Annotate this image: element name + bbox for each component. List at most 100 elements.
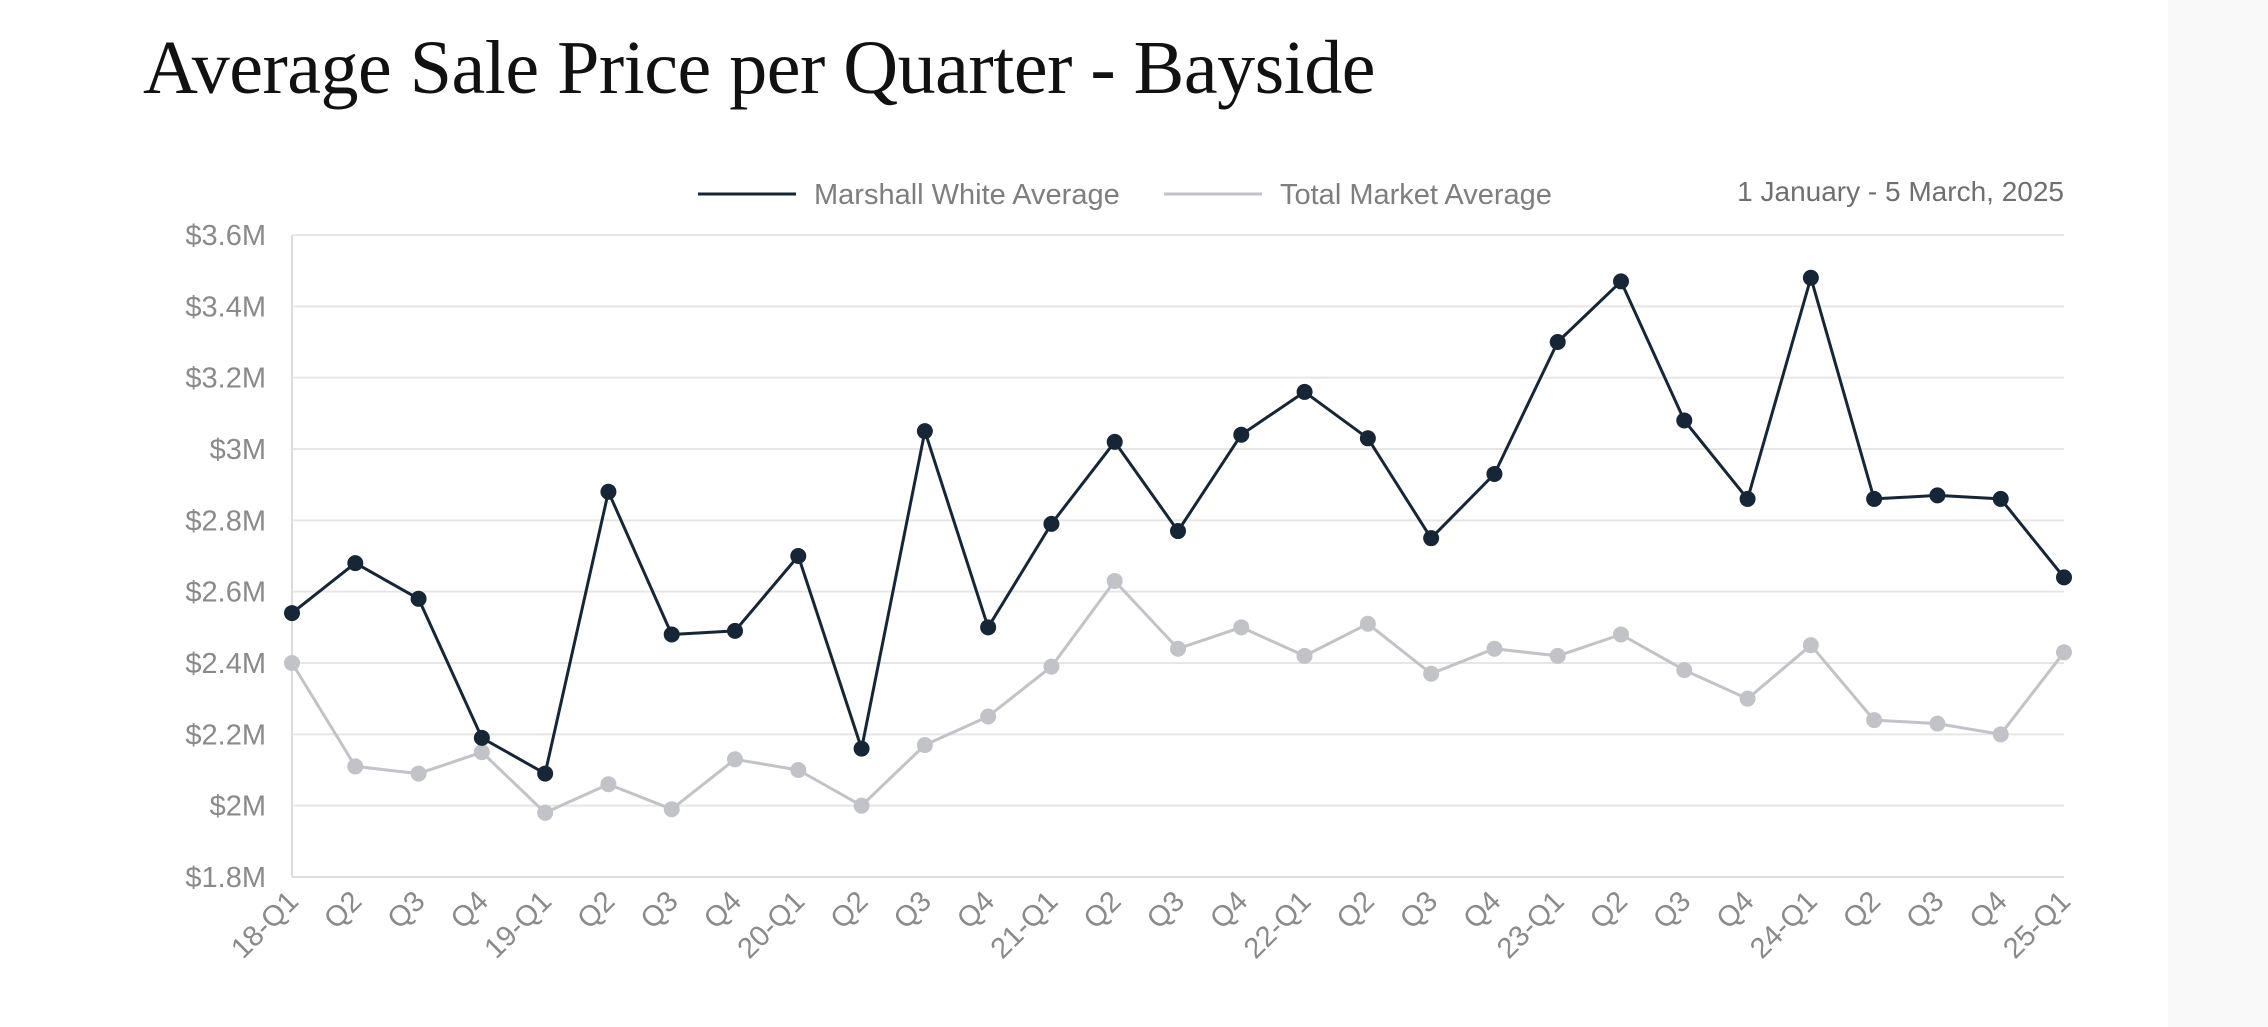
data-point-marshall-white-average [600, 483, 617, 500]
data-point-marshall-white-average [1359, 430, 1376, 447]
x-tick-label: Q4 [445, 885, 495, 935]
x-tick-label: Q4 [951, 885, 1001, 935]
x-tick-label: Q2 [825, 885, 875, 935]
data-point-marshall-white-average [727, 622, 743, 639]
x-tick-label: 24-Q1 [1744, 885, 1824, 965]
data-point-marshall-white-average [410, 590, 427, 607]
data-point-total-market-average [1676, 662, 1693, 679]
data-point-marshall-white-average [473, 729, 490, 746]
data-point-marshall-white-average [1929, 487, 1946, 504]
data-point-marshall-white-average [1676, 412, 1693, 429]
legend-item-total-market-average: Total Market Average [1164, 179, 1552, 211]
series-layer [284, 269, 2072, 821]
y-tick-label: $3.4M [185, 291, 266, 323]
data-point-total-market-average [600, 776, 617, 793]
x-tick-label: Q2 [1078, 885, 1128, 935]
data-point-total-market-average [1106, 572, 1123, 589]
data-point-marshall-white-average [1486, 465, 1503, 482]
data-point-marshall-white-average [1992, 490, 2009, 507]
data-point-total-market-average [1866, 712, 1883, 729]
data-point-total-market-average [727, 751, 743, 768]
data-point-total-market-average [853, 797, 870, 814]
date-range-label: 1 January - 5 March, 2025 [1737, 176, 2064, 207]
data-point-marshall-white-average [2056, 569, 2072, 586]
x-tick-label: Q2 [571, 885, 621, 935]
x-tick-label: Q3 [1394, 885, 1444, 935]
data-point-total-market-average [790, 762, 807, 778]
y-tick-label: $2.4M [185, 648, 266, 680]
legend-label: Marshall White Average [814, 179, 1120, 211]
series-marshall-white-average [284, 269, 2072, 782]
data-point-marshall-white-average [1802, 269, 1819, 286]
x-tick-label: Q2 [1331, 885, 1381, 935]
data-point-total-market-average [1170, 640, 1186, 657]
right-margin-strip [2168, 0, 2268, 1027]
data-point-total-market-average [1613, 626, 1629, 643]
data-point-marshall-white-average [1296, 383, 1313, 400]
data-point-total-market-average [916, 737, 933, 754]
data-point-total-market-average [537, 804, 554, 821]
y-tick-label: $3.6M [185, 220, 266, 252]
data-point-marshall-white-average [790, 548, 807, 564]
y-tick-label: $2.8M [185, 505, 266, 537]
x-tick-label: Q4 [1711, 885, 1761, 935]
data-point-total-market-average [1802, 637, 1819, 654]
data-point-total-market-average [1929, 715, 1946, 732]
data-point-total-market-average [284, 655, 300, 671]
data-point-total-market-average [410, 765, 427, 782]
y-tick-label: $2.2M [185, 719, 266, 751]
data-point-total-market-average [1486, 640, 1503, 657]
data-point-marshall-white-average [1866, 490, 1883, 507]
data-point-total-market-average [1296, 647, 1313, 664]
x-tick-label: 22-Q1 [1238, 885, 1318, 965]
data-point-total-market-average [1359, 615, 1376, 632]
data-point-total-market-average [1739, 690, 1756, 707]
data-point-marshall-white-average [537, 765, 554, 782]
data-point-total-market-average [2056, 644, 2072, 661]
data-point-total-market-average [473, 744, 490, 761]
data-point-marshall-white-average [1170, 523, 1186, 540]
y-tick-label: $2M [210, 791, 266, 823]
legend-label: Total Market Average [1280, 179, 1552, 211]
gridlines [292, 234, 2064, 807]
data-point-total-market-average [1423, 665, 1440, 682]
data-point-marshall-white-average [663, 626, 680, 643]
data-point-marshall-white-average [1043, 515, 1060, 532]
x-tick-label: Q2 [1837, 885, 1887, 935]
x-tick-label: 19-Q1 [478, 885, 558, 965]
data-point-marshall-white-average [916, 423, 933, 440]
data-point-marshall-white-average [853, 740, 870, 757]
x-tick-label: Q4 [1457, 885, 1507, 935]
data-point-marshall-white-average [1549, 334, 1566, 350]
x-tick-label: Q3 [382, 885, 432, 935]
data-point-marshall-white-average [1613, 273, 1629, 290]
data-point-total-market-average [1992, 726, 2009, 743]
data-point-marshall-white-average [1423, 530, 1440, 547]
y-axis-tick-labels: $1.8M $2M $2.2M $2.4M $2.6M $2.8M $3M $3.2M $3.4… [185, 220, 266, 894]
y-tick-label: $3M [210, 434, 266, 466]
series-line-total-market-average [290, 579, 2066, 815]
x-tick-label: Q3 [1647, 885, 1697, 935]
legend-item-marshall-white-average: Marshall White Average [698, 179, 1120, 211]
legend: Marshall White Average Total Market Avera… [698, 179, 1552, 211]
x-tick-label: 23-Q1 [1491, 885, 1571, 965]
x-tick-label: 20-Q1 [732, 885, 812, 965]
x-tick-label: Q3 [1900, 885, 1950, 935]
data-point-marshall-white-average [1106, 433, 1123, 450]
x-tick-label: Q3 [1141, 885, 1191, 935]
y-tick-label: $1.8M [185, 862, 266, 894]
data-point-total-market-average [1233, 619, 1250, 636]
data-point-total-market-average [1549, 647, 1566, 664]
y-tick-label: $2.6M [185, 577, 266, 609]
series-total-market-average [284, 572, 2072, 821]
data-point-total-market-average [347, 758, 364, 775]
data-point-marshall-white-average [347, 555, 364, 572]
x-tick-label: Q4 [1204, 885, 1254, 935]
chart-title: Average Sale Price per Quarter - Bayside [143, 26, 1376, 110]
x-tick-label: Q2 [1584, 885, 1634, 935]
data-point-marshall-white-average [284, 605, 300, 622]
data-point-marshall-white-average [1739, 490, 1756, 507]
